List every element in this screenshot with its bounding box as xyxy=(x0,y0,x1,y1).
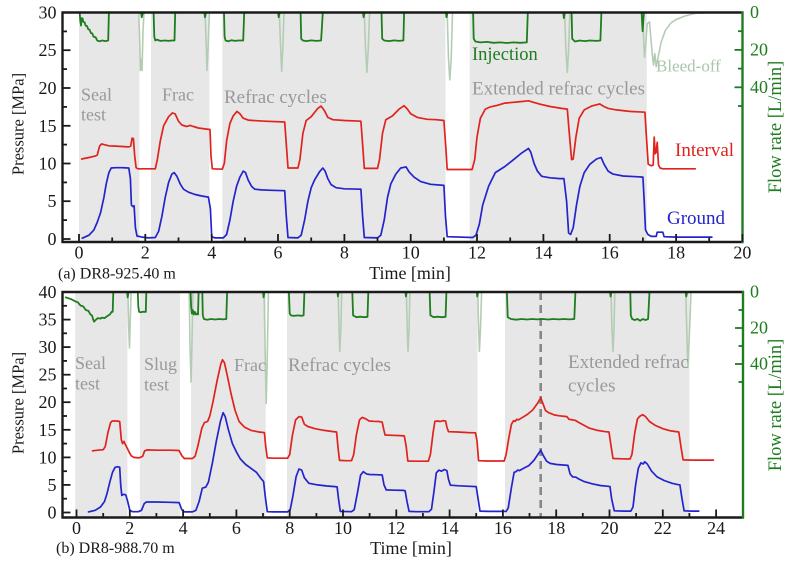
svg-text:10: 10 xyxy=(402,243,420,263)
svg-text:5: 5 xyxy=(48,475,57,495)
svg-text:Seal: Seal xyxy=(81,85,112,105)
svg-text:2: 2 xyxy=(141,243,150,263)
svg-text:Frac: Frac xyxy=(162,85,194,105)
svg-text:20: 20 xyxy=(733,243,751,263)
svg-text:0: 0 xyxy=(48,503,57,523)
svg-text:test: test xyxy=(144,375,169,395)
svg-text:Injection: Injection xyxy=(472,45,538,65)
svg-text:20: 20 xyxy=(39,392,57,412)
svg-text:20: 20 xyxy=(601,518,619,538)
svg-text:0: 0 xyxy=(750,282,759,302)
svg-text:Refrac cycles: Refrac cycles xyxy=(288,355,391,376)
svg-text:18: 18 xyxy=(547,518,565,538)
svg-text:cycles: cycles xyxy=(568,376,615,397)
svg-text:Interval: Interval xyxy=(675,140,734,161)
svg-text:10: 10 xyxy=(334,518,352,538)
svg-text:10: 10 xyxy=(39,154,57,174)
svg-text:Flow rate [L/min]: Flow rate [L/min] xyxy=(766,61,786,194)
svg-text:8: 8 xyxy=(340,243,349,263)
svg-text:10: 10 xyxy=(39,447,57,467)
svg-text:15: 15 xyxy=(39,116,57,136)
svg-text:Time [min]: Time [min] xyxy=(369,263,451,283)
svg-text:24: 24 xyxy=(707,518,725,538)
svg-text:0: 0 xyxy=(75,243,84,263)
svg-text:20: 20 xyxy=(39,78,57,98)
svg-text:Slug: Slug xyxy=(144,354,177,374)
svg-text:5: 5 xyxy=(48,191,57,211)
svg-text:Pressure [MPa]: Pressure [MPa] xyxy=(9,352,28,454)
svg-text:(b) DR8-988.70 m: (b) DR8-988.70 m xyxy=(56,540,175,557)
svg-text:30: 30 xyxy=(39,337,57,357)
svg-text:14: 14 xyxy=(441,518,459,538)
svg-text:6: 6 xyxy=(232,518,241,538)
svg-text:Flow rate [L/min]: Flow rate [L/min] xyxy=(766,339,786,472)
svg-text:Frac: Frac xyxy=(234,355,266,375)
svg-text:22: 22 xyxy=(654,518,672,538)
svg-text:Pressure [MPa]: Pressure [MPa] xyxy=(9,73,28,175)
svg-text:14: 14 xyxy=(534,243,552,263)
svg-text:Bleed-off: Bleed-off xyxy=(656,57,721,76)
svg-text:(a) DR8-925.40 m: (a) DR8-925.40 m xyxy=(58,266,176,283)
svg-text:Refrac cycles: Refrac cycles xyxy=(224,87,327,108)
svg-text:25: 25 xyxy=(39,365,57,385)
svg-text:6: 6 xyxy=(274,243,283,263)
svg-text:4: 4 xyxy=(207,243,216,263)
svg-text:35: 35 xyxy=(39,310,57,330)
svg-text:15: 15 xyxy=(39,420,57,440)
svg-text:8: 8 xyxy=(285,518,294,538)
svg-text:test: test xyxy=(81,105,106,125)
svg-text:2: 2 xyxy=(125,518,134,538)
svg-text:4: 4 xyxy=(179,518,188,538)
svg-text:Ground: Ground xyxy=(667,208,726,229)
svg-text:test: test xyxy=(75,374,100,394)
svg-text:Time [min]: Time [min] xyxy=(370,538,452,558)
svg-text:16: 16 xyxy=(601,243,619,263)
svg-text:20: 20 xyxy=(750,318,768,338)
svg-text:20: 20 xyxy=(750,39,768,59)
svg-text:40: 40 xyxy=(39,282,57,302)
svg-text:12: 12 xyxy=(387,518,405,538)
svg-text:Extended refrac: Extended refrac xyxy=(568,352,689,373)
svg-text:40: 40 xyxy=(750,77,768,97)
svg-text:40: 40 xyxy=(750,354,768,374)
svg-text:Extended refrac cycles: Extended refrac cycles xyxy=(472,79,645,100)
svg-text:0: 0 xyxy=(48,229,57,249)
svg-text:18: 18 xyxy=(667,243,685,263)
svg-text:0: 0 xyxy=(750,2,759,22)
svg-text:12: 12 xyxy=(468,243,486,263)
svg-text:25: 25 xyxy=(39,40,57,60)
svg-text:0: 0 xyxy=(72,518,81,538)
svg-text:Seal: Seal xyxy=(75,353,106,373)
svg-text:16: 16 xyxy=(494,518,512,538)
svg-text:30: 30 xyxy=(39,3,57,23)
